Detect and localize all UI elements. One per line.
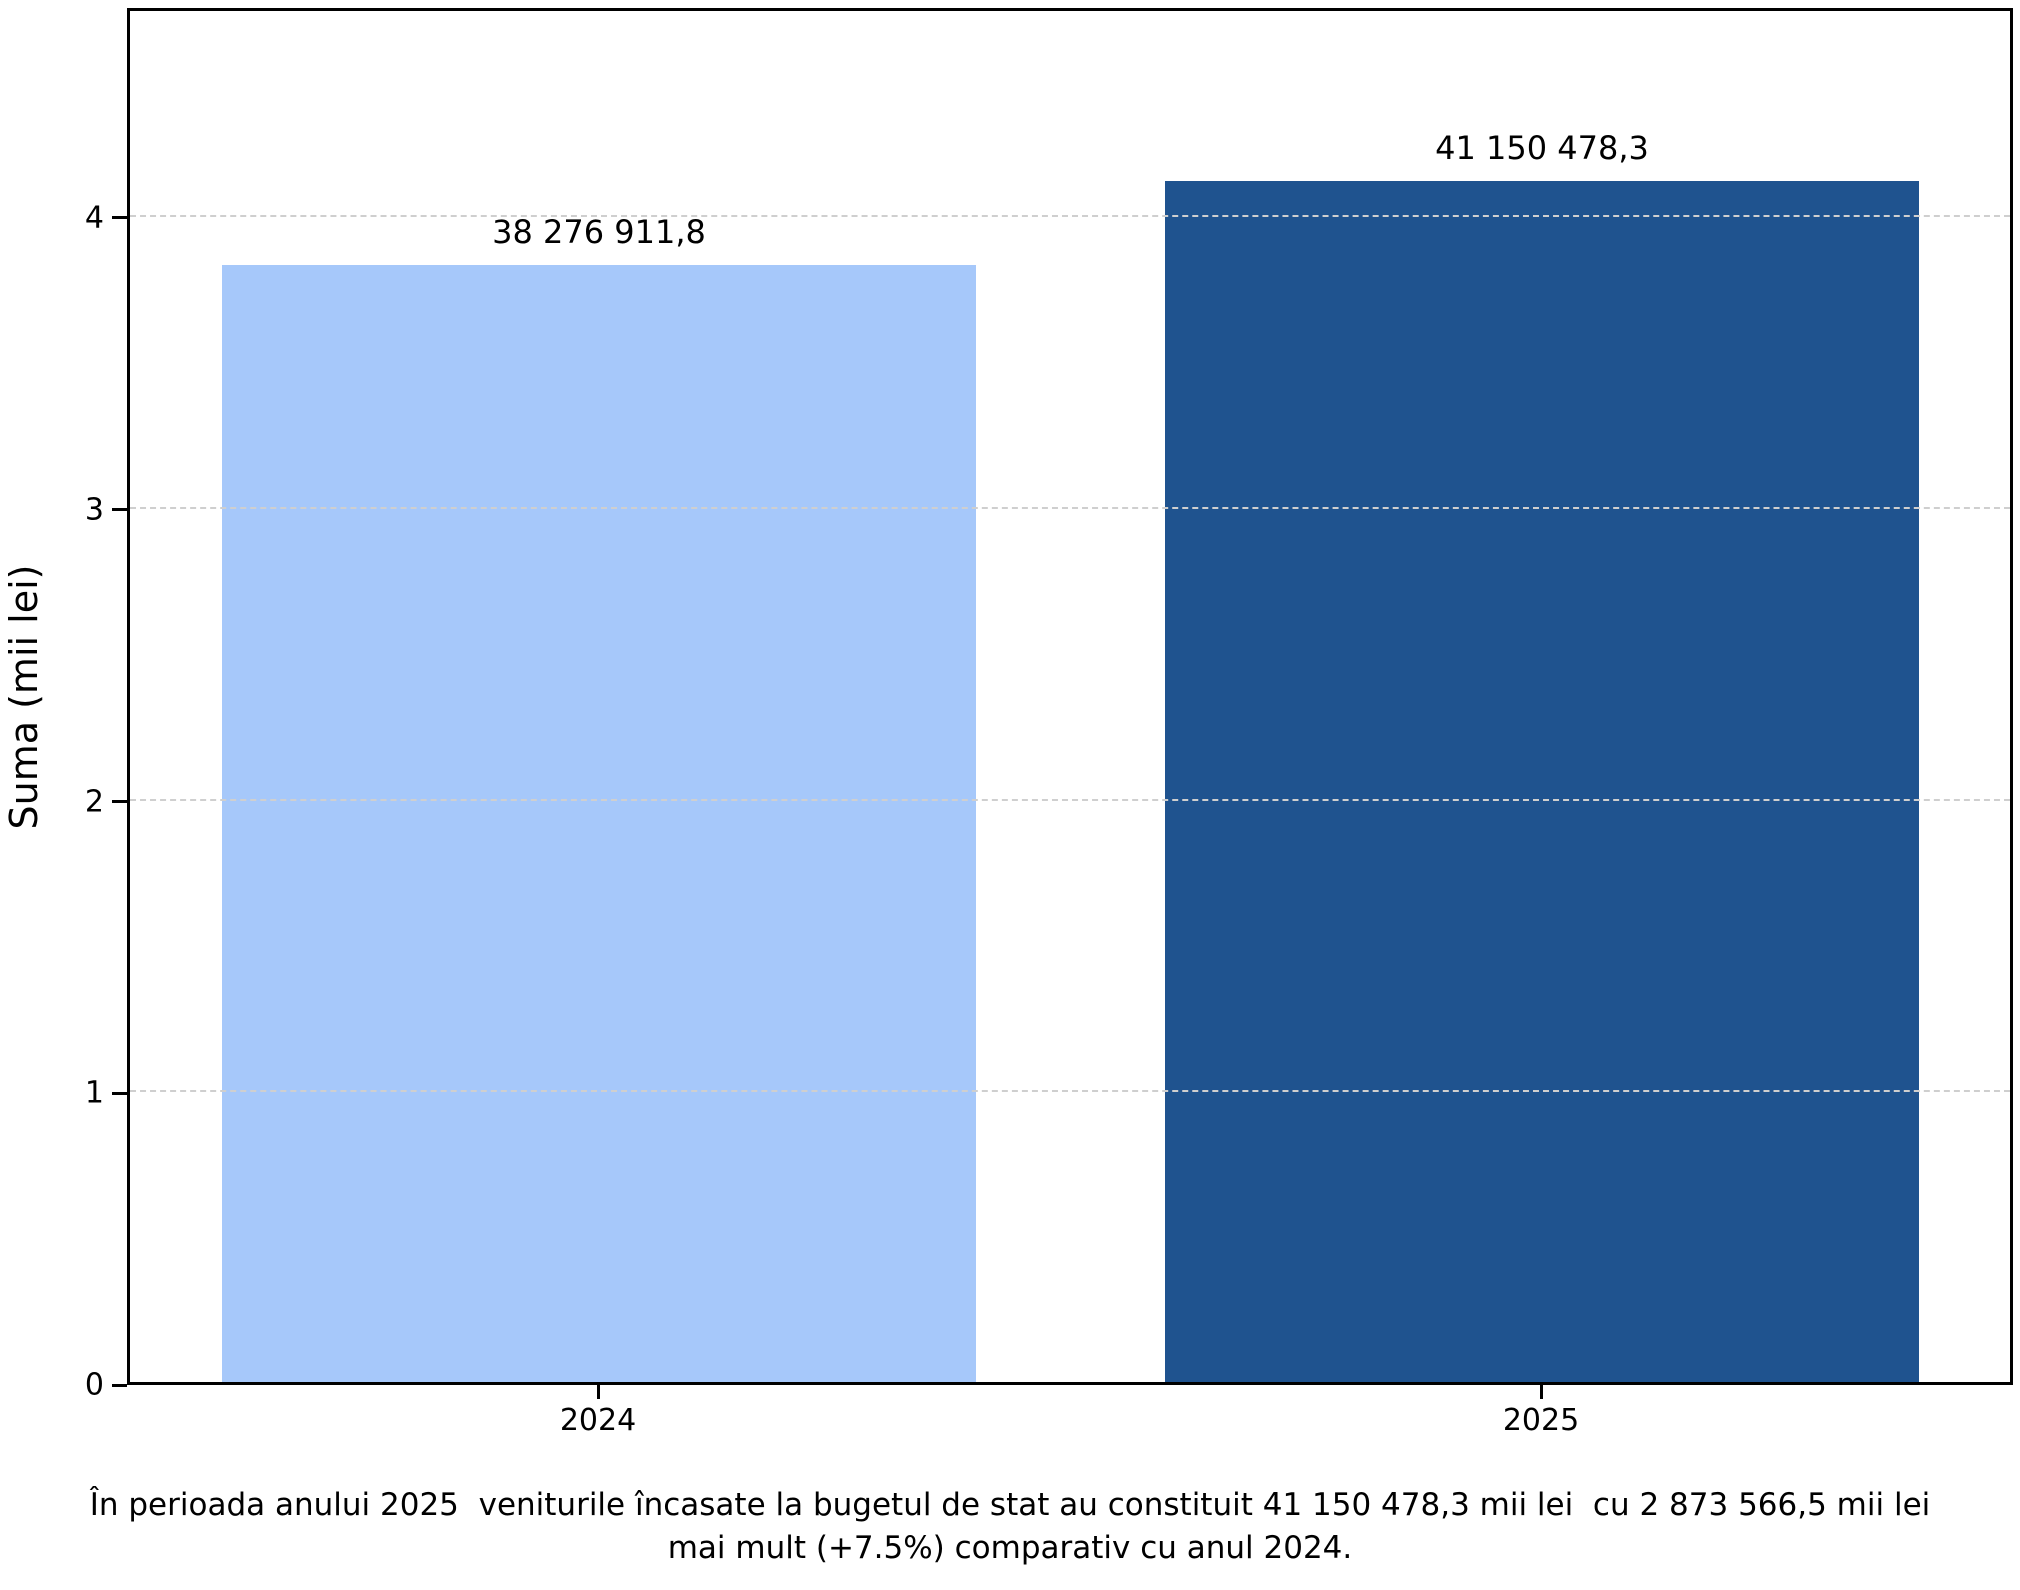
y-tick-mark-2 [112,800,127,803]
x-tick-mark-2025 [1540,1385,1543,1399]
y-tick-mark-3 [112,508,127,511]
bar-2024 [222,265,976,1382]
y-tick-mark-0 [112,1384,127,1387]
y-tick-label-3: 3 [84,492,104,528]
gridline-3 [130,507,2010,509]
y-tick-label-0: 0 [84,1367,104,1403]
bar-2025 [1165,181,1919,1382]
gridline-2 [130,799,2010,801]
chart-caption: În perioada anului 2025 veniturile încas… [0,1484,2020,1570]
x-tick-label-2025: 2025 [1502,1403,1580,1438]
y-tick-label-2: 2 [84,784,104,820]
gridline-1 [130,1090,2010,1092]
y-tick-label-1: 1 [84,1075,104,1111]
bar-value-label-2024: 38 276 911,8 [492,213,706,251]
x-tick-mark-2024 [597,1385,600,1399]
y-tick-mark-4 [112,216,127,219]
y-tick-label-4: 4 [84,200,104,236]
gridline-4 [130,215,2010,217]
caption-line-1: În perioada anului 2025 veniturile încas… [89,1487,1931,1523]
y-tick-mark-1 [112,1092,127,1095]
y-axis-title: Suma (mii lei) [2,564,46,830]
x-tick-label-2024: 2024 [559,1403,637,1438]
plot-area: 38 276 911,8 41 150 478,3 [127,8,2013,1385]
caption-line-2: mai mult (+7.5%) comparativ cu anul 2024… [667,1530,1353,1566]
bar-value-label-2025: 41 150 478,3 [1435,129,1649,167]
